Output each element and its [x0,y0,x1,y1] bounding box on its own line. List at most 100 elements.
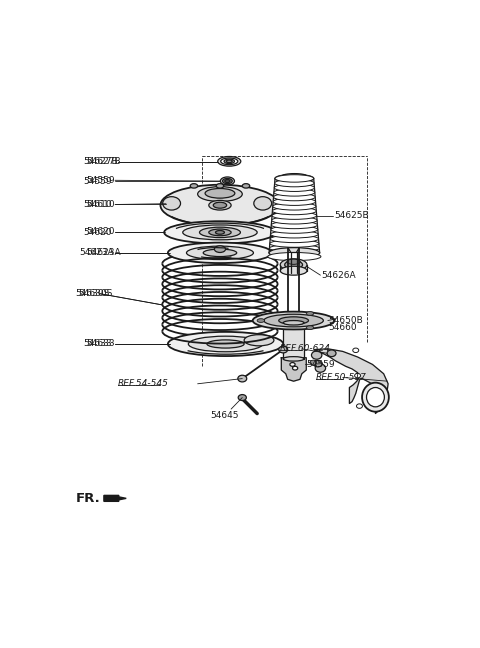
Ellipse shape [242,183,250,188]
Ellipse shape [160,185,279,226]
Ellipse shape [355,373,360,378]
Ellipse shape [310,360,317,365]
Ellipse shape [312,351,322,359]
Text: REF.54-545: REF.54-545 [118,379,168,388]
Ellipse shape [357,404,362,408]
Ellipse shape [282,174,307,179]
Text: REF.50-517: REF.50-517 [316,373,367,382]
Ellipse shape [273,207,316,214]
Ellipse shape [269,248,320,258]
Ellipse shape [274,184,314,191]
Ellipse shape [272,212,317,220]
Ellipse shape [270,240,319,248]
Ellipse shape [275,174,314,183]
Ellipse shape [215,246,226,253]
Ellipse shape [225,179,230,183]
Ellipse shape [252,312,335,329]
Text: 54645: 54645 [211,411,239,421]
Ellipse shape [198,187,242,202]
Ellipse shape [216,183,224,188]
Ellipse shape [285,260,302,269]
Ellipse shape [313,360,322,367]
Ellipse shape [244,334,274,346]
Ellipse shape [226,160,232,163]
Text: 54627B: 54627B [83,157,118,166]
Ellipse shape [186,246,253,260]
Text: 54610: 54610 [86,200,115,209]
Ellipse shape [271,231,318,238]
Ellipse shape [279,346,288,353]
Ellipse shape [274,189,315,196]
Ellipse shape [213,202,227,208]
Ellipse shape [280,259,307,271]
Ellipse shape [221,158,238,165]
Ellipse shape [306,312,314,316]
Text: 54627B: 54627B [86,157,120,166]
Text: 54630S: 54630S [79,289,113,298]
Ellipse shape [279,317,309,324]
Ellipse shape [183,225,257,240]
Polygon shape [315,349,388,413]
Ellipse shape [275,179,314,187]
Ellipse shape [367,388,384,407]
Ellipse shape [362,383,389,411]
Text: 54625B: 54625B [334,211,369,220]
Ellipse shape [283,356,304,361]
Text: 54650B: 54650B [329,316,363,325]
Ellipse shape [273,198,315,205]
Ellipse shape [273,203,316,210]
Ellipse shape [223,178,232,183]
Text: 54620: 54620 [83,228,111,237]
Ellipse shape [200,227,240,238]
Text: 54620: 54620 [86,227,115,236]
Ellipse shape [163,197,180,210]
Ellipse shape [209,200,231,210]
Ellipse shape [254,197,272,210]
Ellipse shape [306,326,314,329]
Ellipse shape [190,183,198,188]
Polygon shape [104,495,126,502]
Ellipse shape [353,348,359,353]
Ellipse shape [292,366,298,370]
Ellipse shape [205,189,235,198]
Ellipse shape [238,395,246,400]
Ellipse shape [327,350,336,356]
Text: 54559: 54559 [83,176,112,185]
Ellipse shape [269,244,319,252]
Ellipse shape [203,249,237,257]
Ellipse shape [168,332,283,356]
Text: FR.: FR. [76,492,100,505]
Ellipse shape [269,249,320,257]
Ellipse shape [272,216,317,224]
Ellipse shape [274,193,315,201]
Text: 54626A: 54626A [321,271,356,280]
Text: 54623A: 54623A [86,248,120,257]
Text: 54559: 54559 [306,360,335,369]
Ellipse shape [275,175,314,182]
Ellipse shape [271,226,318,233]
Text: 54633: 54633 [86,340,115,349]
Ellipse shape [216,231,225,234]
Text: 54559: 54559 [86,176,115,185]
Ellipse shape [207,340,244,348]
Ellipse shape [209,229,231,236]
Ellipse shape [287,259,300,264]
Polygon shape [283,323,304,359]
Ellipse shape [315,364,325,372]
Ellipse shape [270,235,319,242]
Ellipse shape [188,336,263,352]
Ellipse shape [218,156,241,166]
Ellipse shape [268,253,321,260]
Ellipse shape [238,375,247,382]
Text: 54623A: 54623A [79,248,114,257]
Text: REF.60-624: REF.60-624 [279,344,330,353]
Text: 54630S: 54630S [75,289,109,298]
Text: 54633: 54633 [83,340,112,349]
Ellipse shape [280,266,307,275]
Ellipse shape [257,319,264,323]
Ellipse shape [264,314,324,327]
Polygon shape [281,358,306,381]
Ellipse shape [283,321,304,325]
Ellipse shape [164,221,276,244]
Text: 54660: 54660 [329,323,357,332]
